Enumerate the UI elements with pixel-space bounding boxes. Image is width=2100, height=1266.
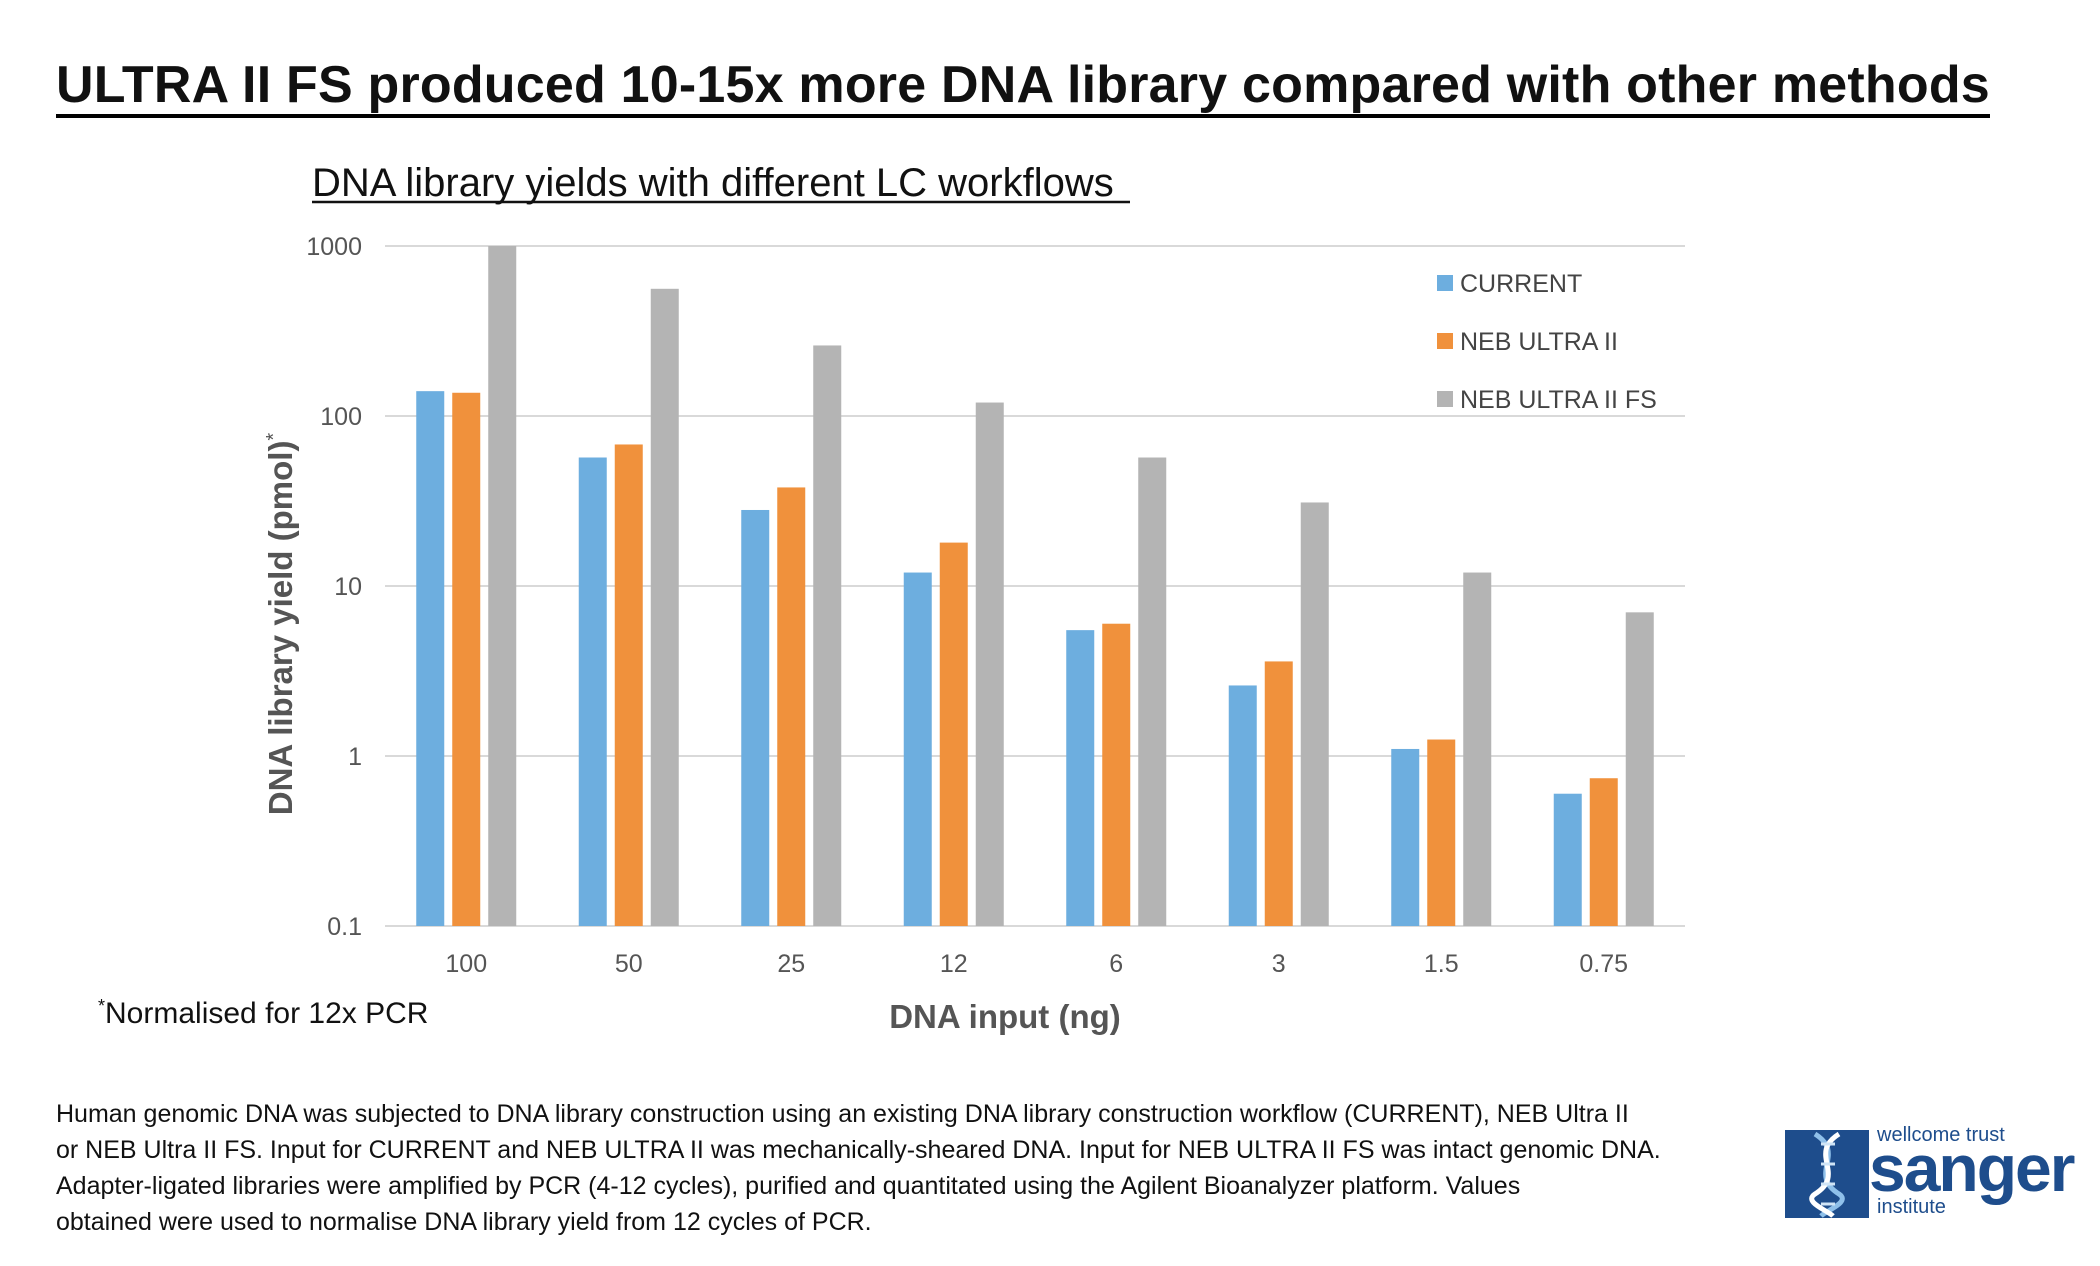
bar xyxy=(813,345,842,926)
footnote: *Normalised for 12x PCR xyxy=(98,996,428,1031)
bars xyxy=(416,246,1654,927)
logo-text-bottom: institute xyxy=(1877,1196,1946,1218)
bar-chart: DNA library yields with different LC wor… xyxy=(262,161,1685,1035)
legend: CURRENT NEB ULTRA II NEB ULTRA II FS xyxy=(1437,270,1657,414)
y-tick-labels: 0.1 1 10 100 1000 xyxy=(306,233,362,941)
bar xyxy=(975,402,1004,926)
bar xyxy=(1102,623,1131,926)
caption-line: Human genomic DNA was subjected to DNA l… xyxy=(56,1100,1629,1128)
y-tick-label: 100 xyxy=(320,403,362,431)
bar xyxy=(1228,685,1257,926)
bar xyxy=(488,246,517,926)
y-axis-title: DNA library yield (pmol)* xyxy=(262,433,299,816)
x-tick-labels: 100 50 25 12 6 3 1.5 0.75 xyxy=(445,950,1628,978)
legend-swatch xyxy=(1437,275,1453,291)
bar xyxy=(650,288,679,926)
bar xyxy=(777,487,806,926)
logo-text-main: sanger xyxy=(1869,1131,2075,1205)
footnote-text: Normalised for 12x PCR xyxy=(105,997,429,1030)
y-axis-title-marker: * xyxy=(263,433,285,441)
legend-swatch xyxy=(1437,333,1453,349)
bar xyxy=(1463,572,1492,926)
bar xyxy=(1138,457,1167,926)
y-tick-label: 1 xyxy=(348,743,362,771)
bar xyxy=(1553,793,1582,926)
x-axis-title: DNA input (ng) xyxy=(889,998,1121,1035)
x-tick-label: 6 xyxy=(1109,950,1123,978)
caption-line: Adapter-ligated libraries were amplified… xyxy=(56,1172,1521,1200)
page-title: ULTRA II FS produced 10-15x more DNA lib… xyxy=(56,56,1990,119)
bar xyxy=(1391,748,1420,926)
bar xyxy=(903,572,932,926)
y-tick-label: 0.1 xyxy=(327,913,362,941)
x-tick-label: 12 xyxy=(940,950,968,978)
x-tick-label: 3 xyxy=(1272,950,1286,978)
legend-label: NEB ULTRA II FS xyxy=(1460,386,1657,414)
sanger-logo: wellcome trust sanger institute xyxy=(1785,1124,2085,1230)
bar xyxy=(416,391,445,927)
y-tick-label: 1000 xyxy=(306,233,362,261)
bar xyxy=(452,392,481,926)
caption-line: obtained were used to normalise DNA libr… xyxy=(56,1208,872,1236)
caption-line: or NEB Ultra II FS. Input for CURRENT an… xyxy=(56,1136,1661,1164)
legend-label: CURRENT xyxy=(1460,270,1582,298)
chart-title: DNA library yields with different LC wor… xyxy=(312,161,1114,205)
bar xyxy=(1300,502,1329,926)
bar xyxy=(741,509,770,926)
bar xyxy=(1264,661,1293,926)
x-tick-label: 0.75 xyxy=(1579,950,1628,978)
logo-text-top: wellcome trust xyxy=(1877,1124,2005,1146)
footnote-marker: * xyxy=(98,996,106,1016)
bar xyxy=(1589,778,1618,926)
bar xyxy=(614,444,643,926)
legend-swatch xyxy=(1437,391,1453,407)
x-tick-label: 25 xyxy=(777,950,805,978)
caption: Human genomic DNA was subjected to DNA l… xyxy=(56,1096,1736,1240)
bar xyxy=(939,542,968,926)
dna-helix-logo-icon xyxy=(1785,1130,1869,1218)
legend-label: NEB ULTRA II xyxy=(1460,328,1618,356)
x-tick-label: 100 xyxy=(445,950,487,978)
bar xyxy=(1625,612,1654,926)
x-tick-label: 1.5 xyxy=(1424,950,1459,978)
x-tick-label: 50 xyxy=(615,950,643,978)
bar xyxy=(1427,739,1456,926)
bar xyxy=(1066,630,1095,926)
y-tick-label: 10 xyxy=(334,573,362,601)
y-axis-title-text: DNA library yield (pmol) xyxy=(262,441,299,816)
bar xyxy=(578,457,607,926)
